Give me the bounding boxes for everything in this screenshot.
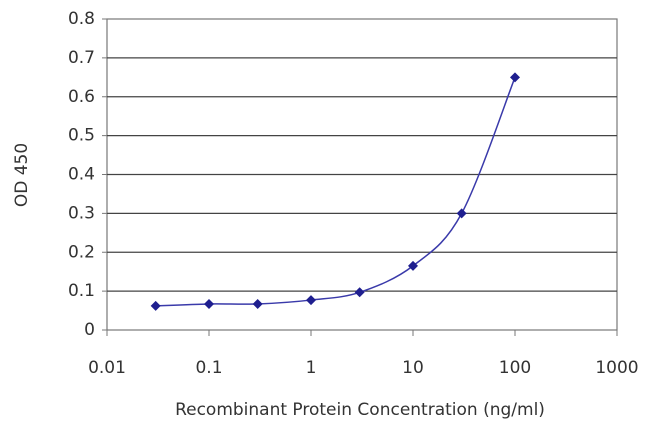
point xyxy=(456,208,467,219)
y-tick-label: 0.3 xyxy=(68,203,95,223)
line xyxy=(155,77,516,307)
point xyxy=(252,298,263,309)
x-axis-label: Recombinant Protein Concentration (ng/ml… xyxy=(175,400,545,420)
y-tick-label: 0.8 xyxy=(68,9,95,29)
point xyxy=(204,298,214,309)
x-tick-label: 100 xyxy=(499,358,531,378)
point xyxy=(306,295,316,306)
x-tick-label: 0.01 xyxy=(88,358,126,378)
y-tick-label: 0.6 xyxy=(68,87,95,107)
x-tick-label: 1000 xyxy=(595,358,638,378)
x-tick-label: 0.1 xyxy=(195,358,222,378)
y-tick-label: 0.7 xyxy=(68,48,95,68)
y-tick-label: 0.5 xyxy=(68,126,95,146)
y-axis-label: OD 450 xyxy=(12,143,32,207)
point xyxy=(150,300,161,311)
x-tick-label: 1 xyxy=(306,358,317,378)
y-tick-label: 0.2 xyxy=(68,242,95,262)
point xyxy=(510,72,520,83)
point xyxy=(408,260,418,271)
x-tick-label: 10 xyxy=(402,358,424,378)
point xyxy=(354,287,365,298)
y-tick-label: 0.1 xyxy=(68,281,95,301)
y-tick-label: 0 xyxy=(84,320,95,340)
y-tick-label: 0.4 xyxy=(68,165,95,185)
